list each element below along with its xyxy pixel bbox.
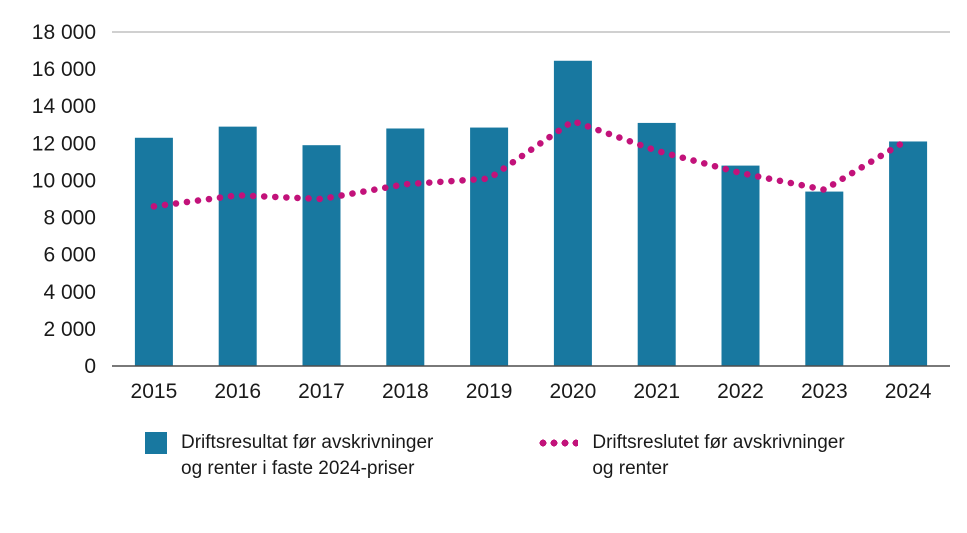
bar xyxy=(805,191,844,366)
y-axis-tick-label: 2 000 xyxy=(43,318,96,341)
bar xyxy=(637,122,676,366)
y-axis-tick-label: 6 000 xyxy=(43,244,96,267)
bar xyxy=(134,137,173,366)
x-axis-tick-label: 2016 xyxy=(214,380,261,403)
x-axis-tick-label: 2019 xyxy=(466,380,513,403)
x-axis-tick-label: 2021 xyxy=(633,380,680,403)
bar xyxy=(218,126,257,366)
dotted-line-series xyxy=(150,117,912,210)
y-axis-tick-label: 18 000 xyxy=(32,21,96,44)
chart-legend: Driftsresultat før avskrivninger og rent… xyxy=(145,430,967,482)
bar xyxy=(302,145,341,366)
y-axis-tick-label: 4 000 xyxy=(43,281,96,304)
dotted-line-series-swatch xyxy=(538,439,579,447)
y-axis-tick-label: 14 000 xyxy=(32,95,96,118)
legend-label-line2: og renter i faste 2024-priser xyxy=(181,458,415,479)
x-axis-tick-label: 2015 xyxy=(131,380,178,403)
x-axis-tick-label: 2020 xyxy=(550,380,597,403)
y-axis-tick-label: 0 xyxy=(84,355,96,378)
y-axis-tick-label: 10 000 xyxy=(32,169,96,192)
bar xyxy=(721,165,760,366)
y-axis-tick-label: 12 000 xyxy=(32,132,96,155)
bar xyxy=(553,60,592,367)
legend-item-bar-series: Driftsresultat før avskrivninger og rent… xyxy=(145,430,433,482)
legend-label-line1: Driftsresultat før avskrivninger xyxy=(181,432,434,453)
x-axis-tick-label: 2023 xyxy=(801,380,848,403)
x-axis-tick-label: 2024 xyxy=(885,380,932,403)
legend-label-line-series: Driftsreslutet før avskrivninger og rent… xyxy=(592,430,844,482)
legend-label-line2: og renter xyxy=(592,458,669,479)
legend-label-bar-series: Driftsresultat før avskrivninger og rent… xyxy=(181,430,433,482)
x-axis-tick-label: 2022 xyxy=(717,380,764,403)
plot-area: 0 2 000 4 000 6 000 8 000 10 000 12 000 14 000 1… xyxy=(32,21,950,403)
y-axis-tick-label: 8 000 xyxy=(43,207,96,230)
bar xyxy=(889,141,928,366)
legend-item-line-series: Driftsreslutet før avskrivninger og rent… xyxy=(538,430,845,482)
x-axis-tick-label: 2017 xyxy=(298,380,345,403)
bar xyxy=(470,127,509,366)
y-axis-tick-label: 16 000 xyxy=(32,58,96,81)
x-axis-tick-label: 2018 xyxy=(382,380,429,403)
bar xyxy=(386,128,425,366)
bar-series-swatch xyxy=(145,432,167,454)
legend-label-line1: Driftsreslutet før avskrivninger xyxy=(592,432,845,453)
